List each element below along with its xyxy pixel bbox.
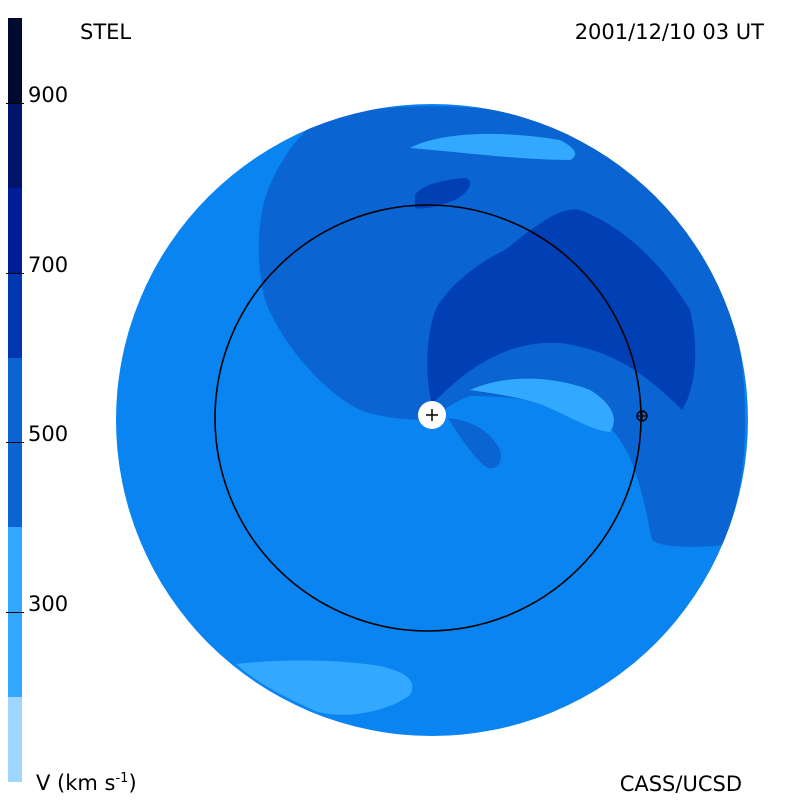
scale-tick-label-900: 900 <box>28 82 69 107</box>
low-velocity-band-top <box>410 133 576 160</box>
earth-marker-icon <box>636 410 648 422</box>
scale-unit-label: V (km s-1) <box>36 772 137 794</box>
low-velocity-band-bottom <box>236 660 413 715</box>
scale-band-1 <box>8 527 22 698</box>
scale-tick-label-300: 300 <box>28 592 69 617</box>
earth-orbit-circle <box>214 204 642 632</box>
high-velocity-region <box>427 209 696 410</box>
unit-text: V (km s <box>36 771 116 795</box>
color-scale-bar <box>8 18 22 782</box>
scale-tick-label-500: 500 <box>28 422 69 447</box>
scale-tick-900 <box>6 102 24 104</box>
low-velocity-band-middle <box>470 378 614 432</box>
scale-tick-label-700: 700 <box>28 252 69 277</box>
unit-close: ) <box>128 771 137 795</box>
timestamp-label: 2001/12/10 03 UT <box>574 20 764 44</box>
high-velocity-arm <box>415 178 471 209</box>
scale-tick-300 <box>6 612 24 614</box>
scale-band-2 <box>8 357 22 528</box>
scale-tick-700 <box>6 272 24 274</box>
credit-label: CASS/UCSD <box>619 772 742 796</box>
scale-band-3 <box>8 272 22 358</box>
scale-band-5 <box>8 102 22 188</box>
scale-band-6 <box>8 18 22 103</box>
sun-marker-icon <box>418 401 446 429</box>
scale-band-4 <box>8 187 22 273</box>
unit-exponent: -1 <box>115 771 129 786</box>
scale-tick-500 <box>6 442 24 444</box>
scale-band-0 <box>8 697 22 782</box>
mid-velocity-inner-arm <box>448 418 501 469</box>
source-label: STEL <box>80 20 132 44</box>
